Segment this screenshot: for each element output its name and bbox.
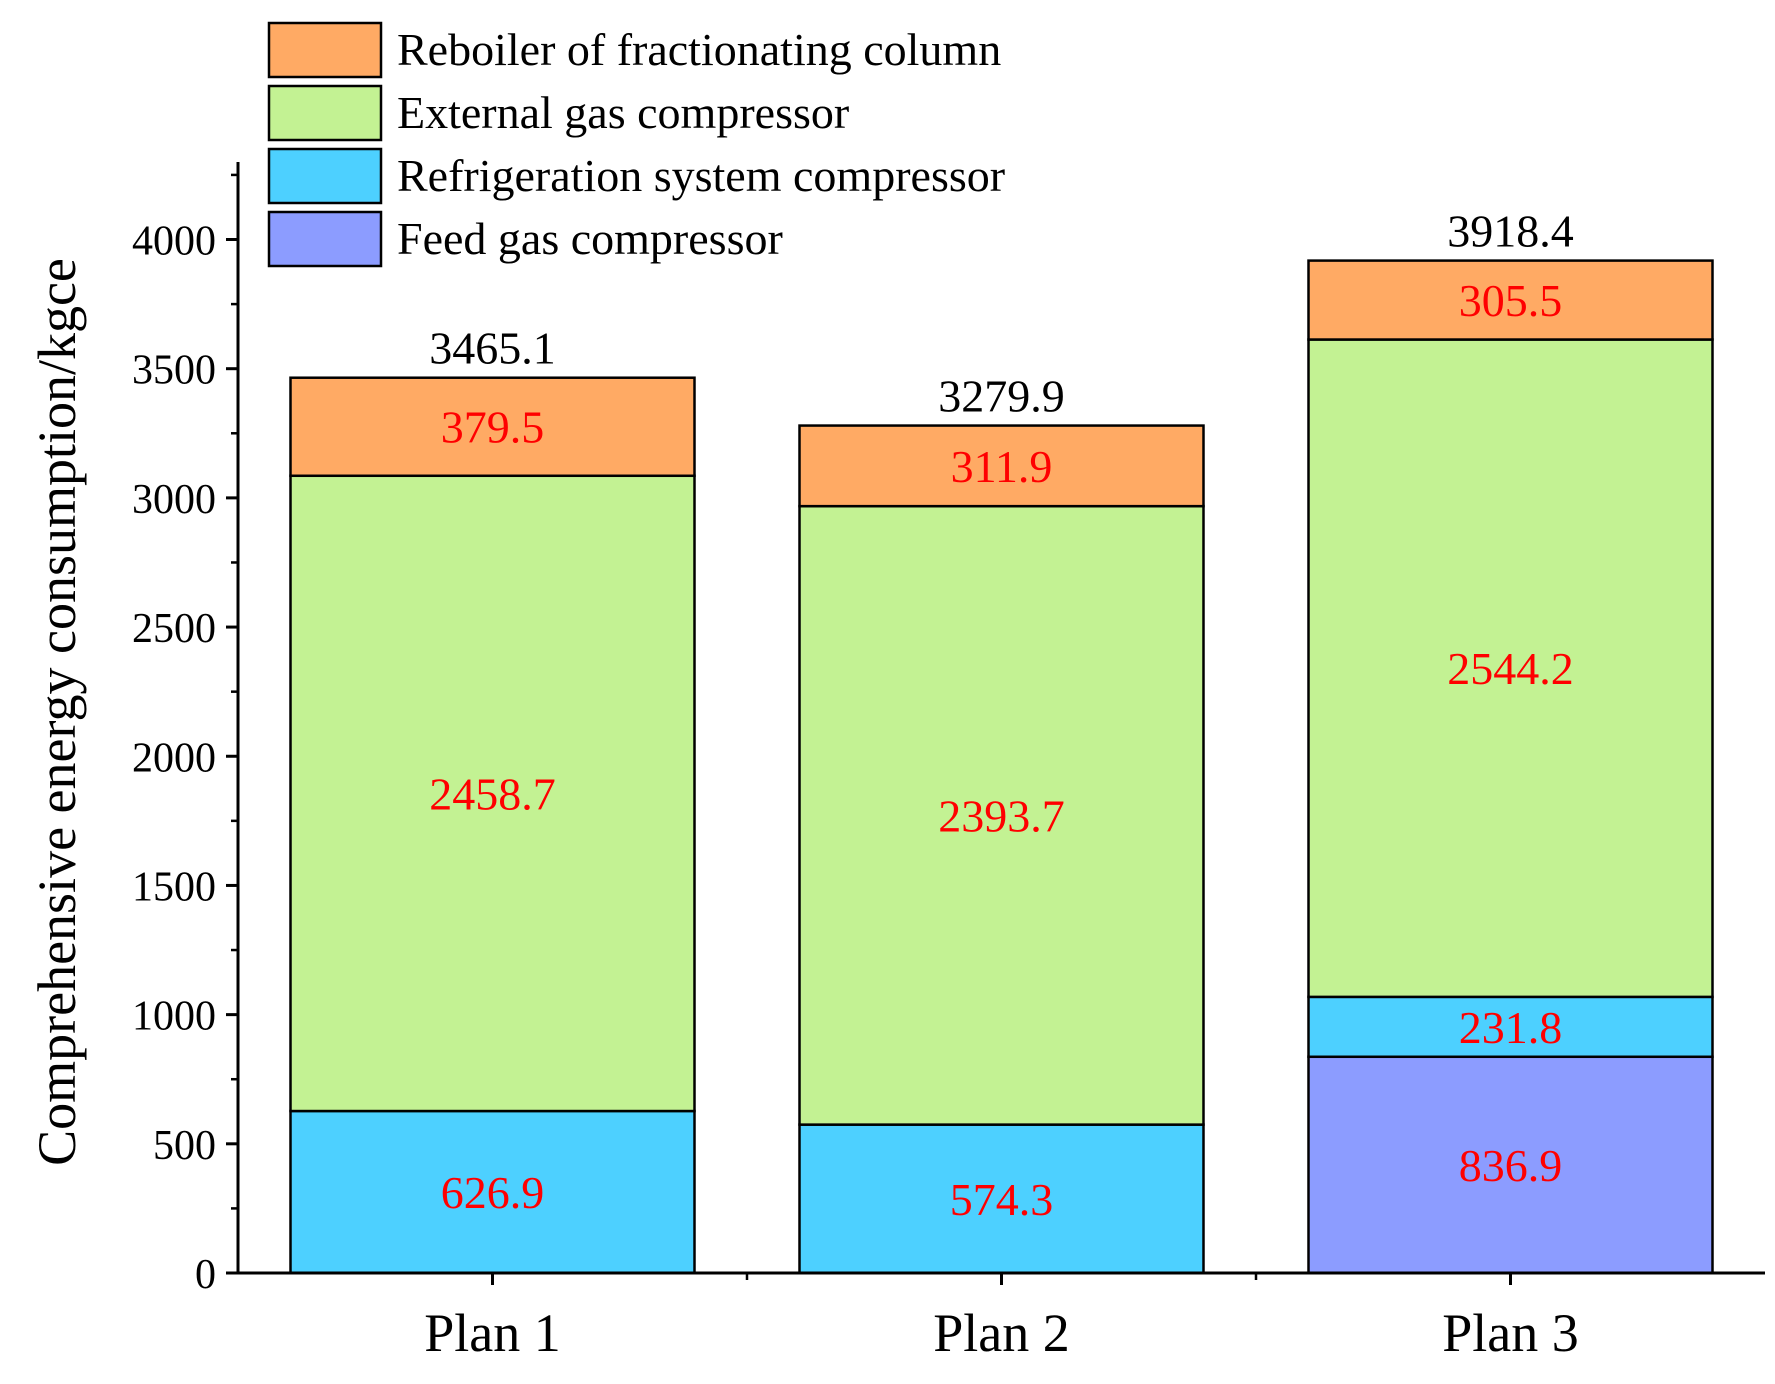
bar-segment-2-2	[798, 1123, 1205, 1275]
legend-swatch-2	[267, 84, 383, 142]
bar-segment-2-4	[798, 424, 1205, 508]
bar-segment-1-2	[289, 1109, 696, 1275]
x-tick-label-1: Plan 1	[424, 1303, 561, 1363]
legend-label-3: Refrigeration system compressor	[397, 150, 1005, 201]
y-tick-label-3: 1500	[132, 864, 216, 910]
segment-label-2-3: 2393.7	[938, 790, 1065, 841]
y-tick-label-7: 3500	[132, 348, 216, 394]
bar-segment-3-4	[1307, 259, 1714, 341]
segment-label-1-2: 626.9	[441, 1167, 545, 1218]
total-label-1: 3465.1	[429, 323, 556, 374]
legend-label-4: Feed gas compressor	[397, 213, 783, 264]
x-tick-label-2: Plan 2	[933, 1303, 1070, 1363]
legend-swatch-1	[267, 21, 383, 79]
x-axis: Plan 1 Plan 2 Plan 3	[238, 1271, 1765, 1363]
segment-label-1-4: 379.5	[441, 402, 545, 453]
legend-swatch-4	[267, 210, 383, 268]
y-tick-label-1: 500	[153, 1123, 216, 1169]
y-tick-label-5: 2500	[132, 606, 216, 652]
segment-label-3-4: 305.5	[1459, 275, 1563, 326]
segment-label-3-1: 836.9	[1459, 1140, 1563, 1191]
bar-segment-1-3	[289, 474, 696, 1113]
y-axis-label: Comprehensive energy consumption/kgce	[27, 258, 87, 1166]
y-tick-label-2: 1000	[132, 994, 216, 1040]
bar-segment-1-4	[289, 376, 696, 478]
legend: Reboiler of fractionating column External…	[267, 21, 1005, 268]
legend-swatch-3	[267, 147, 383, 205]
legend-label-1: Reboiler of fractionating column	[397, 24, 1001, 75]
segment-label-3-3: 2544.2	[1447, 643, 1574, 694]
segment-label-1-3: 2458.7	[429, 768, 556, 819]
plot-area: 626.9 2458.7 379.5 3465.1 574.3 2393.7 311.9 32…	[289, 206, 1714, 1275]
total-label-3: 3918.4	[1447, 206, 1574, 257]
bar-segment-3-2	[1307, 995, 1714, 1059]
bar-segment-3-3	[1307, 338, 1714, 999]
segment-label-2-4: 311.9	[951, 441, 1053, 492]
bar-segment-2-3	[798, 504, 1205, 1126]
y-tick-label-0: 0	[195, 1252, 216, 1298]
segment-label-2-2: 574.3	[950, 1174, 1054, 1225]
legend-label-2: External gas compressor	[397, 87, 849, 138]
y-tick-label-8: 4000	[132, 219, 216, 265]
x-tick-label-3: Plan 3	[1442, 1303, 1579, 1363]
y-tick-label-4: 2000	[132, 735, 216, 781]
y-axis: 0 500 1000 1500 2000 2500 3000 3500 4000	[132, 162, 240, 1298]
total-label-2: 3279.9	[938, 371, 1065, 422]
y-tick-label-6: 3000	[132, 477, 216, 523]
segment-label-3-2: 231.8	[1459, 1002, 1563, 1053]
